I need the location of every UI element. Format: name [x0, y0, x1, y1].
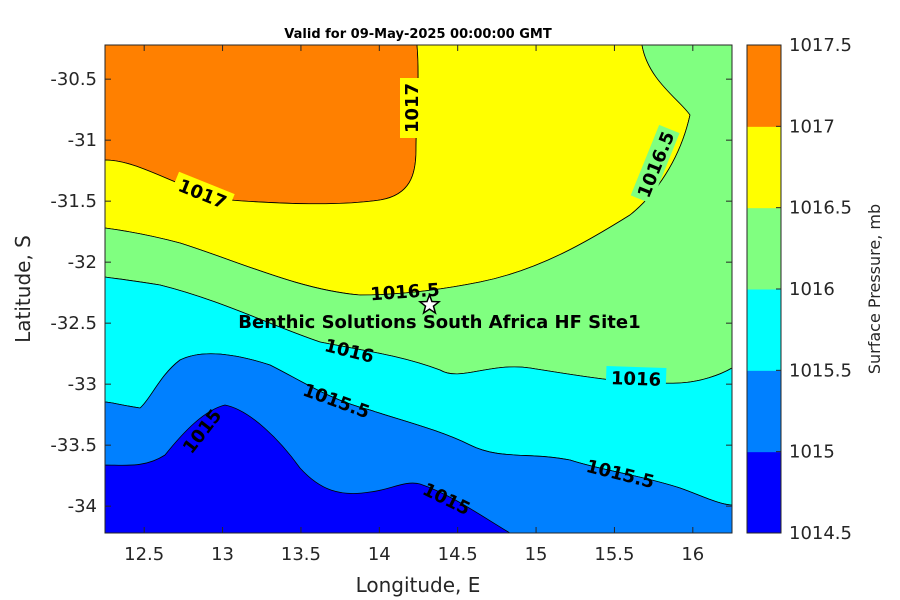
colorbar-tick-label: 1017 — [789, 116, 835, 137]
site-star-icon — [417, 292, 442, 315]
band-corner-deep-blue — [105, 530, 120, 533]
x-tick-label: 15.5 — [594, 544, 634, 565]
colorbar-segment — [747, 451, 781, 534]
y-tick-label: -33.5 — [50, 435, 97, 456]
y-axis: -30.5 -31 -31.5 -32 -32.5 -33 -33.5 -34 — [50, 69, 732, 517]
x-axis-label: Longitude, E — [356, 573, 481, 597]
x-tick-label: 15 — [525, 544, 548, 565]
y-tick-label: -33 — [68, 374, 97, 395]
colorbar-tick-label: 1015.5 — [789, 360, 852, 381]
colorbar-frame — [746, 44, 782, 534]
colorbar: 1014.5 1015 1015.5 1016 1016.5 1017 1017.5 — [747, 35, 852, 544]
colorbar-tick-label: 1017.5 — [789, 35, 852, 56]
y-tick-label: -30.5 — [50, 69, 97, 90]
colorbar-tick-label: 1015 — [789, 442, 835, 463]
y-tick-label: -32.5 — [50, 313, 97, 334]
chart-title: Valid for 09-May-2025 00:00:00 GMT — [284, 27, 552, 42]
x-tick-label: 16 — [681, 544, 704, 565]
y-tick-label: -31.5 — [50, 191, 97, 212]
y-tick-label: -31 — [68, 130, 97, 151]
colorbar-segment — [747, 126, 781, 209]
colorbar-tick-label: 1016 — [789, 279, 835, 300]
plot-area: 1017 1017 1016.5 1016.5 1016 1016 1015.5… — [105, 45, 732, 533]
colorbar-segment — [747, 207, 781, 290]
y-tick-label: -34 — [68, 496, 97, 517]
site-label: Benthic Solutions South Africa HF Site1 — [238, 312, 640, 333]
plot-frame — [104, 44, 733, 534]
x-tick-label: 13 — [211, 544, 234, 565]
y-axis-label: Latitude, S — [11, 235, 35, 343]
contour-label-1016-b: 1016 — [611, 368, 662, 391]
band-1014-1014.5 — [105, 404, 511, 533]
colorbar-tick-label: 1016.5 — [789, 198, 852, 219]
colorbar-segment — [747, 289, 781, 371]
x-tick-label: 12.5 — [124, 544, 164, 565]
colorbar-tick-label: 1014.5 — [789, 523, 852, 544]
contour-label-1017-b: 1017 — [402, 83, 423, 133]
x-tick-label: 14 — [368, 544, 391, 565]
colorbar-segment — [747, 45, 781, 127]
colorbar-label: Surface Pressure, mb — [865, 204, 884, 374]
y-tick-label: -32 — [68, 252, 97, 273]
x-tick-label: 13.5 — [281, 544, 321, 565]
x-axis: 12.5 13 13.5 14 14.5 15 15.5 16 — [124, 45, 704, 565]
colorbar-segment — [747, 370, 781, 453]
x-tick-label: 14.5 — [438, 544, 478, 565]
